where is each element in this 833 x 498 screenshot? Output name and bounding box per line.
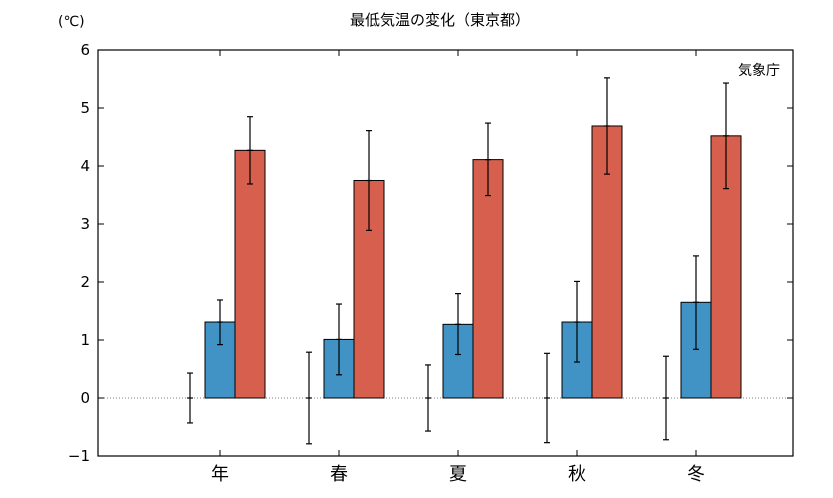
x-category-label: 秋 [568, 464, 586, 485]
y-unit-label: (℃) [58, 14, 85, 30]
y-tick-label: 2 [80, 273, 90, 291]
x-category-label: 年 [211, 464, 229, 485]
y-tick-label: 4 [80, 157, 90, 175]
y-tick-label: 0 [80, 389, 90, 407]
plot-frame [97, 49, 794, 457]
plot-area: −1 0 1 2 3 4 5 6 年 春 夏 秋 冬 [68, 41, 794, 485]
x-category-label: 夏 [449, 464, 467, 485]
y-tick-label: 6 [80, 41, 90, 59]
y-tick-label: 1 [80, 331, 90, 349]
bar-red [234, 149, 266, 399]
y-tick-label: 3 [80, 215, 90, 233]
bar-red [472, 159, 504, 399]
y-tick-label: 5 [80, 99, 90, 117]
y-tick-label: −1 [68, 447, 90, 465]
source-label: 気象庁 [738, 63, 780, 79]
x-category-label: 春 [330, 464, 348, 485]
chart-title: 最低気温の変化（東京都） [350, 11, 530, 29]
x-category-label: 冬 [687, 464, 705, 485]
